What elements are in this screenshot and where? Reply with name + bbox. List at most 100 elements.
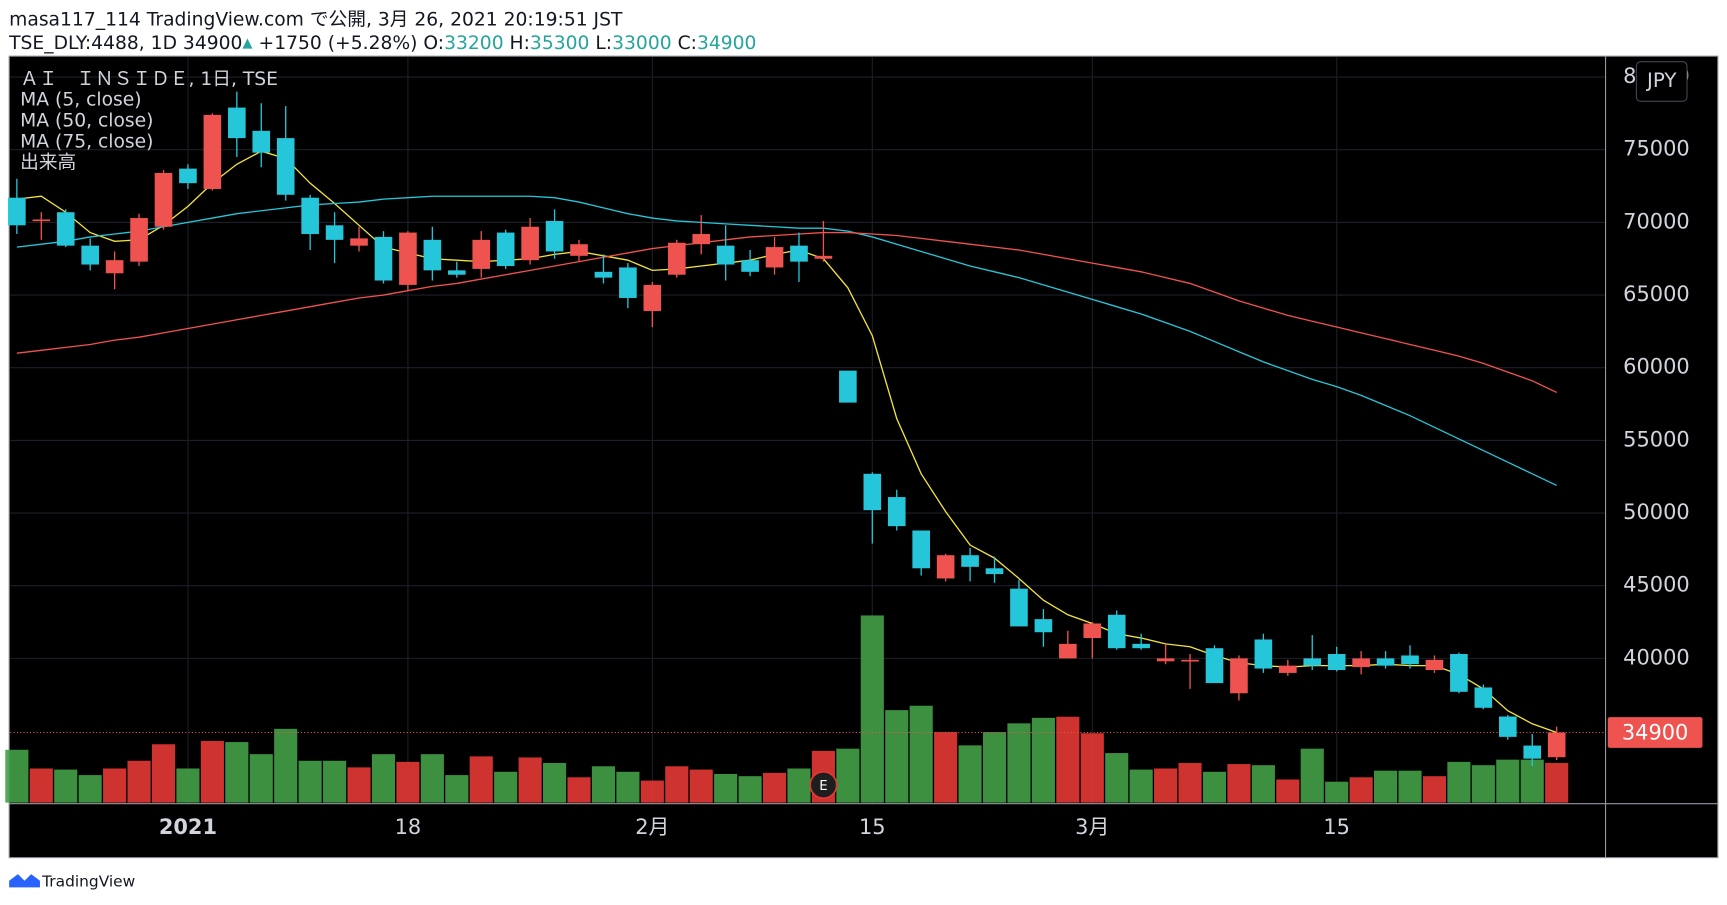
candle-body: [276, 138, 295, 195]
candle-body: [594, 271, 613, 278]
volume-bar: [494, 771, 518, 803]
candle-body: [1498, 716, 1517, 737]
volume-bar: [1129, 769, 1153, 803]
volume-bar: [689, 769, 713, 803]
volume-bar: [78, 775, 102, 803]
candle-body: [1059, 643, 1077, 659]
volume-bar: [29, 768, 53, 803]
y-tick-label: 40000: [1623, 645, 1690, 669]
candle-body: [619, 267, 637, 298]
volume-bar: [885, 710, 909, 803]
candle-body: [1230, 658, 1248, 694]
candle-body: [228, 107, 246, 139]
candle-body: [8, 197, 26, 226]
candle-body: [154, 172, 173, 227]
volume-bar: [225, 742, 249, 803]
candle-body: [1010, 588, 1028, 627]
volume-bar: [396, 761, 420, 803]
candle-body: [521, 226, 539, 261]
volume-bar: [836, 748, 860, 803]
volume-bar: [982, 732, 1007, 803]
candle-body: [1450, 654, 1468, 692]
volume-bar: [54, 769, 78, 803]
volume-bar: [518, 757, 542, 803]
volume-bar: [1105, 753, 1129, 803]
volume-bar: [1422, 776, 1447, 803]
volume-bar: [347, 767, 371, 803]
candle-body: [179, 168, 197, 184]
x-tick-label: 15: [859, 815, 886, 839]
legend-entry: MA (5, close): [20, 90, 141, 111]
volume-bar: [543, 762, 567, 803]
volume-bar: [714, 773, 738, 803]
volume-bar: [616, 771, 640, 803]
volume-bar: [1325, 781, 1349, 803]
y-tick-label: 65000: [1623, 282, 1690, 306]
candle-body: [1132, 643, 1150, 649]
candle-body: [301, 197, 319, 235]
x-tick-label: 18: [395, 815, 422, 839]
change: +1750 (+5.28%): [259, 32, 418, 53]
volume-bar: [640, 780, 664, 803]
volume-bar: [1227, 764, 1251, 803]
volume-bar: [371, 754, 396, 803]
volume-bar: [958, 745, 982, 803]
volume-bar: [5, 749, 29, 803]
y-tick-label: 45000: [1623, 573, 1690, 597]
high-value: 35300: [530, 32, 590, 53]
candle-body: [1034, 619, 1053, 633]
last-price: 34900: [183, 32, 243, 53]
candle-body: [985, 568, 1004, 575]
x-tick-label: 15: [1323, 815, 1350, 839]
candle-body: [325, 225, 344, 240]
candle-body: [1425, 659, 1444, 671]
candle-body: [252, 130, 271, 153]
legend-entry: MA (50, close): [20, 111, 153, 132]
moving-average-line: [16, 150, 1557, 734]
volume-bar: [103, 768, 127, 803]
y-tick-label: 70000: [1623, 209, 1690, 233]
legend-entry: 出来高: [20, 152, 76, 173]
candle-body: [1523, 745, 1542, 759]
candle-body: [1474, 687, 1493, 708]
volume-bar: [420, 754, 444, 803]
candle-body: [741, 260, 759, 272]
x-tick-label: 3月: [1075, 815, 1109, 839]
volume-bar: [1154, 768, 1178, 803]
candle-body: [692, 234, 711, 245]
candle-body: [350, 238, 368, 246]
earnings-label: E: [819, 779, 827, 794]
volume-bar: [1545, 762, 1569, 803]
last-price-tag: [1607, 717, 1703, 748]
volume-bar: [1202, 771, 1227, 803]
logo-icon: [9, 874, 40, 888]
brand-name: TradingView: [41, 872, 135, 890]
volume-bar: [1349, 777, 1373, 803]
y-tick-label: 60000: [1623, 355, 1690, 379]
candle-body: [814, 255, 833, 259]
candle-body: [81, 245, 99, 265]
close-label: C:: [678, 32, 697, 53]
candle-body: [765, 247, 784, 268]
candle-body: [1327, 654, 1346, 671]
high-label: H:: [510, 32, 530, 53]
candle-body: [1352, 658, 1370, 668]
candle-body: [56, 212, 75, 246]
volume-bar: [1300, 748, 1324, 803]
candle-body: [1303, 658, 1322, 666]
volume-bar: [249, 754, 273, 803]
candle-body: [496, 232, 515, 266]
candle-body: [961, 555, 979, 567]
volume-bar: [1178, 762, 1202, 803]
candle-body: [936, 555, 955, 579]
candle-body: [1547, 732, 1566, 758]
moving-average-line: [16, 195, 1557, 487]
candle-body: [570, 244, 588, 256]
volume-bar: [127, 760, 151, 803]
brand-logo: [9, 874, 40, 888]
volume-bar: [567, 777, 591, 803]
candle-body: [32, 219, 51, 222]
volume-bar: [1276, 779, 1300, 803]
volume-bar: [591, 766, 616, 803]
volume-bar: [1471, 765, 1495, 803]
